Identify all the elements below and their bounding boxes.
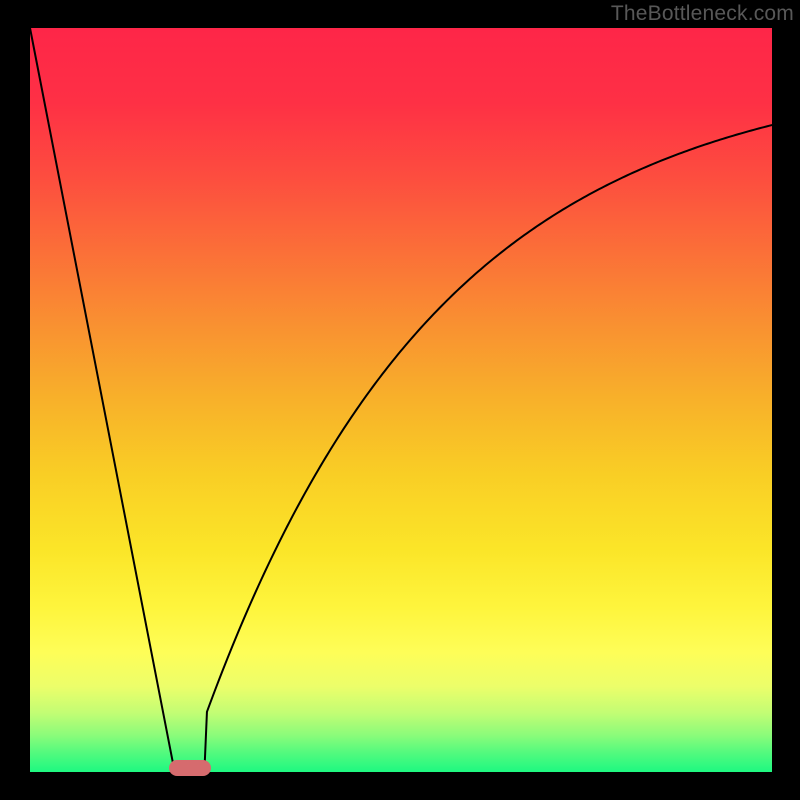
- bottleneck-marker: [169, 760, 211, 776]
- curves-layer: [30, 28, 772, 772]
- watermark-text: TheBottleneck.com: [611, 2, 794, 26]
- chart-frame: TheBottleneck.com: [0, 0, 800, 800]
- plot-area: [30, 28, 772, 772]
